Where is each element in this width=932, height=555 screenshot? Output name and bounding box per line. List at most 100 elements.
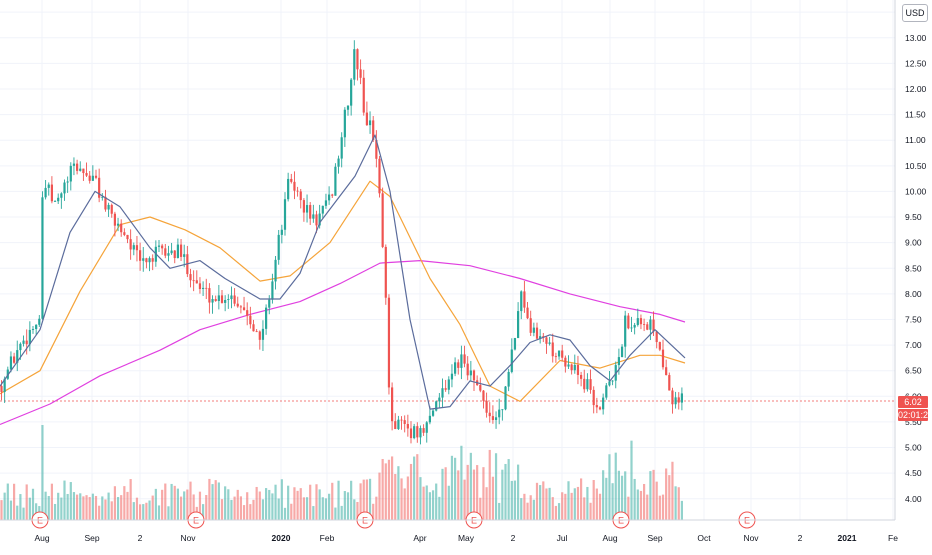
candle-body[interactable]	[551, 342, 554, 357]
candle-body[interactable]	[513, 338, 517, 350]
candle-body[interactable]	[409, 428, 413, 439]
candle-body[interactable]	[633, 324, 636, 328]
candle-body[interactable]	[658, 342, 661, 350]
candle-body[interactable]	[611, 380, 614, 382]
candle-body[interactable]	[488, 412, 491, 417]
candle-body[interactable]	[44, 187, 47, 198]
candle-body[interactable]	[110, 204, 113, 214]
candle-body[interactable]	[331, 194, 334, 196]
candle-body[interactable]	[198, 283, 202, 290]
candle-body[interactable]	[620, 346, 624, 358]
candle-body[interactable]	[309, 205, 312, 219]
candle-body[interactable]	[661, 349, 665, 368]
candle-body[interactable]	[646, 324, 649, 330]
candle-body[interactable]	[517, 311, 520, 339]
candle-body[interactable]	[220, 295, 224, 303]
candle-body[interactable]	[233, 295, 236, 304]
candle-body[interactable]	[643, 324, 646, 325]
candle-body[interactable]	[255, 331, 258, 333]
candle-body[interactable]	[28, 329, 31, 345]
candle-body[interactable]	[668, 375, 671, 391]
price-axis[interactable]: 4.004.505.005.506.006.507.007.508.008.50…	[905, 7, 927, 504]
candle-body[interactable]	[79, 168, 82, 171]
candle-body[interactable]	[573, 364, 576, 371]
candle-body[interactable]	[299, 191, 302, 201]
candle-body[interactable]	[205, 287, 208, 289]
candle-body[interactable]	[617, 357, 620, 366]
candle-body[interactable]	[469, 370, 472, 376]
candle-body[interactable]	[548, 342, 551, 344]
candle-body[interactable]	[236, 303, 239, 307]
candle-body[interactable]	[321, 205, 324, 214]
candle-body[interactable]	[372, 120, 375, 140]
candle-body[interactable]	[192, 280, 195, 282]
candle-body[interactable]	[126, 234, 129, 240]
candle-body[interactable]	[38, 318, 41, 325]
candle-body[interactable]	[337, 158, 340, 167]
candle-body[interactable]	[167, 253, 170, 256]
candle-body[interactable]	[246, 310, 249, 316]
candle-body[interactable]	[384, 246, 387, 298]
candle-body[interactable]	[230, 295, 233, 300]
candle-body[interactable]	[422, 428, 425, 433]
candle-body[interactable]	[576, 364, 580, 375]
candle-body[interactable]	[457, 362, 460, 368]
candle-body[interactable]	[120, 223, 123, 233]
candle-body[interactable]	[195, 280, 198, 284]
candle-body[interactable]	[53, 201, 57, 203]
candle-body[interactable]	[305, 205, 309, 213]
candle-body[interactable]	[438, 397, 441, 402]
candle-body[interactable]	[608, 381, 611, 386]
candle-body[interactable]	[340, 137, 343, 159]
candle-body[interactable]	[334, 166, 337, 196]
candle-body[interactable]	[85, 173, 88, 176]
candle-body[interactable]	[431, 410, 435, 416]
candle-body[interactable]	[290, 178, 293, 182]
candle-body[interactable]	[482, 390, 485, 401]
candle-body[interactable]	[9, 356, 13, 370]
candle-body[interactable]	[315, 214, 318, 226]
candle-body[interactable]	[466, 363, 469, 376]
candle-body[interactable]	[224, 300, 227, 303]
candle-body[interactable]	[57, 197, 60, 202]
candle-body[interactable]	[375, 139, 378, 159]
candle-body[interactable]	[72, 163, 76, 166]
candle-body[interactable]	[211, 299, 214, 303]
candle-body[interactable]	[507, 371, 510, 387]
candle-body[interactable]	[595, 405, 598, 408]
candle-body[interactable]	[66, 181, 69, 183]
candle-body[interactable]	[532, 327, 535, 333]
candle-body[interactable]	[0, 386, 3, 392]
candle-body[interactable]	[151, 258, 154, 262]
candle-body[interactable]	[353, 49, 356, 80]
candle-body[interactable]	[362, 77, 365, 113]
candlesticks[interactable]	[0, 40, 683, 445]
candle-body[interactable]	[179, 244, 183, 257]
candle-body[interactable]	[441, 388, 444, 398]
candle-body[interactable]	[3, 378, 6, 392]
candle-body[interactable]	[249, 315, 252, 325]
candle-body[interactable]	[498, 409, 501, 418]
candle-body[interactable]	[504, 386, 507, 410]
candle-body[interactable]	[41, 197, 44, 319]
candle-body[interactable]	[400, 419, 403, 421]
candle-body[interactable]	[561, 350, 564, 358]
candle-body[interactable]	[157, 245, 161, 247]
candle-body[interactable]	[428, 415, 431, 423]
candle-body[interactable]	[135, 245, 139, 251]
candle-body[interactable]	[202, 287, 205, 290]
candle-body[interactable]	[324, 200, 328, 206]
candle-body[interactable]	[655, 331, 658, 343]
candle-body[interactable]	[31, 329, 35, 330]
currency-badge[interactable]: USD	[902, 4, 928, 22]
candle-body[interactable]	[583, 378, 586, 390]
candle-body[interactable]	[101, 196, 104, 198]
candle-body[interactable]	[627, 315, 630, 329]
candle-body[interactable]	[22, 340, 25, 344]
candle-body[interactable]	[164, 248, 167, 256]
candle-body[interactable]	[148, 258, 151, 263]
candle-body[interactable]	[63, 182, 66, 194]
candle-body[interactable]	[419, 428, 422, 438]
